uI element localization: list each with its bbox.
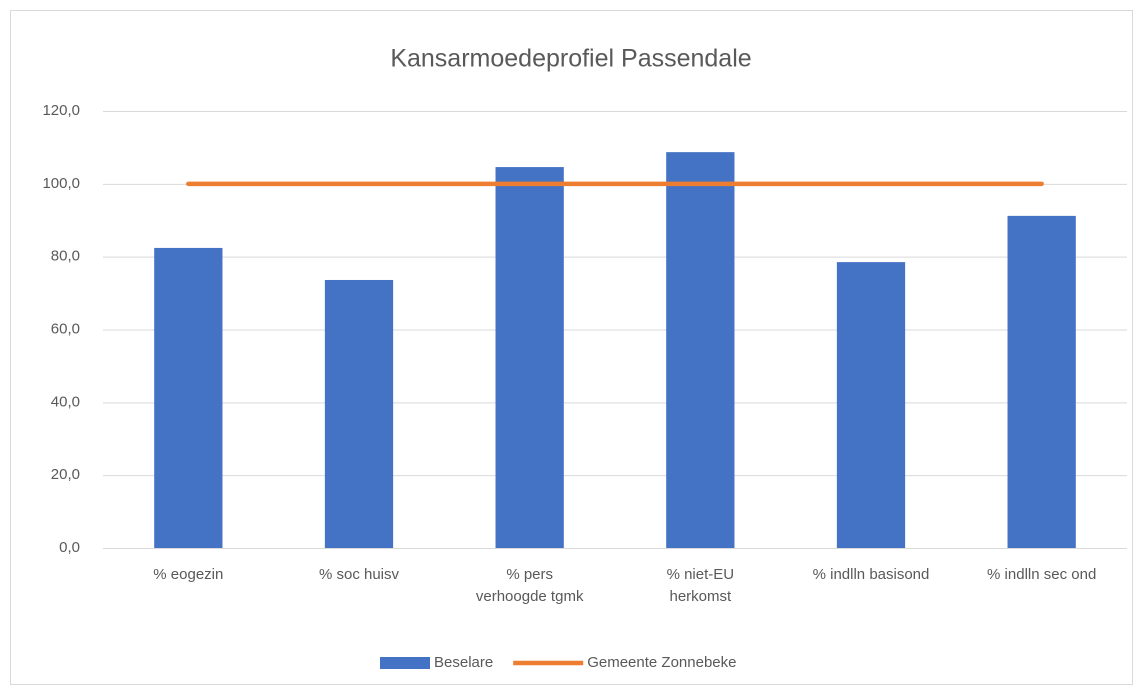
x-tick-label: % eogezin xyxy=(153,566,223,583)
bar xyxy=(1007,215,1076,548)
bar xyxy=(495,167,564,548)
y-tick-label: 20,0 xyxy=(51,466,80,483)
bar xyxy=(324,279,394,548)
bar xyxy=(666,152,735,549)
legend-swatch xyxy=(380,657,430,669)
x-tick-label: % pers verhoogde tgmk xyxy=(476,566,584,605)
legend-label: Beselare xyxy=(434,654,493,671)
y-tick-label: 40,0 xyxy=(51,393,80,410)
x-tick-label: % indlln basisond xyxy=(813,566,930,583)
x-tick-label: % indlln sec ond xyxy=(987,566,1096,583)
bar xyxy=(836,262,906,548)
bar xyxy=(154,247,223,548)
y-tick-label: 60,0 xyxy=(51,320,80,337)
x-tick-label: % soc huisv xyxy=(319,566,400,583)
y-tick-label: 100,0 xyxy=(42,175,80,192)
chart-title: Kansarmoedeprofiel Passendale xyxy=(390,45,751,73)
legend-label: Gemeente Zonnebeke xyxy=(587,654,736,671)
y-tick-label: 80,0 xyxy=(51,248,80,265)
y-tick-label: 0,0 xyxy=(59,539,80,556)
x-tick-label: % niet-EU herkomst xyxy=(667,566,735,605)
y-tick-label: 120,0 xyxy=(42,102,80,119)
